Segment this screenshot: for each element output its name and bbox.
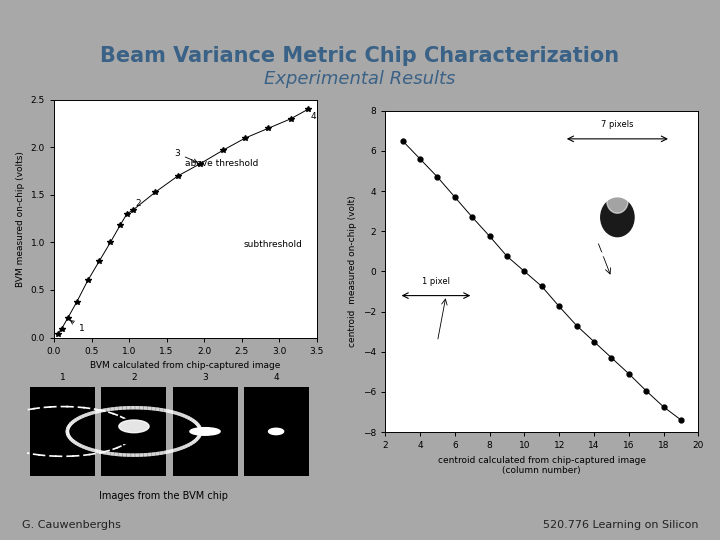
Text: subthreshold: subthreshold (243, 240, 302, 249)
Bar (173, 387, 238, 476)
Text: 1 pixel: 1 pixel (422, 277, 450, 286)
Text: 2: 2 (136, 199, 141, 208)
Text: 3: 3 (174, 149, 197, 163)
Text: 2: 2 (131, 373, 137, 382)
Text: 1: 1 (60, 373, 66, 382)
X-axis label: centroid calculated from chip-captured image
(column number): centroid calculated from chip-captured i… (438, 456, 646, 475)
Circle shape (607, 188, 628, 213)
Circle shape (119, 420, 149, 433)
Text: 7 pixels: 7 pixels (601, 120, 634, 129)
Text: 4: 4 (311, 112, 316, 121)
Ellipse shape (190, 428, 220, 435)
Text: Images from the BVM chip: Images from the BVM chip (99, 491, 228, 501)
Bar (102, 387, 166, 476)
Text: 1: 1 (71, 321, 84, 333)
Circle shape (431, 363, 441, 377)
Circle shape (600, 198, 634, 237)
Y-axis label: BVM measured on-chip (volts): BVM measured on-chip (volts) (16, 151, 25, 287)
Text: 4: 4 (274, 373, 279, 382)
Y-axis label: centroid  measured on-chip (volt): centroid measured on-chip (volt) (348, 195, 357, 347)
Bar (243, 387, 309, 476)
X-axis label: BVM calculated from chip-captured image: BVM calculated from chip-captured image (90, 361, 281, 370)
Circle shape (269, 428, 284, 435)
Bar (30, 387, 95, 476)
Text: Experimental Results: Experimental Results (264, 70, 456, 88)
Text: 520.776 Learning on Silicon: 520.776 Learning on Silicon (543, 520, 698, 530)
Circle shape (104, 418, 164, 444)
Text: G. Cauwenberghs: G. Cauwenberghs (22, 520, 120, 530)
Text: Beam Variance Metric Chip Characterization: Beam Variance Metric Chip Characterizati… (100, 46, 620, 66)
Text: above threshold: above threshold (186, 159, 258, 168)
Text: 3: 3 (202, 373, 208, 382)
